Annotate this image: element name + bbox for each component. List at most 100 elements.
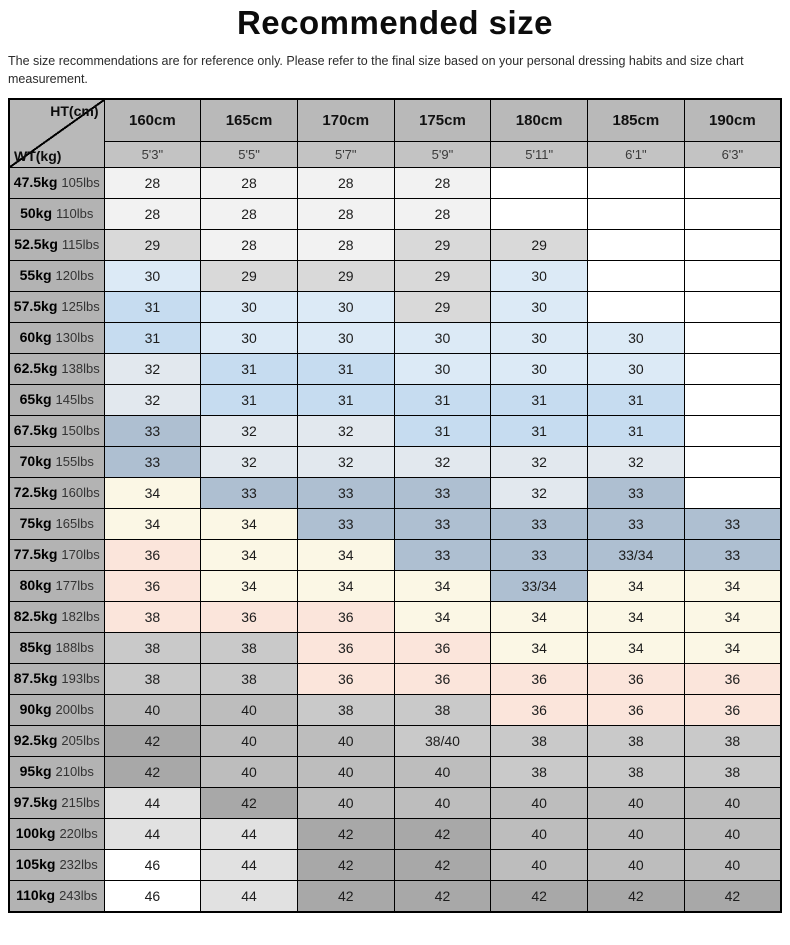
size-cell: 40 (587, 787, 685, 820)
size-cell: 30 (490, 353, 589, 386)
size-cell: 31 (103, 291, 202, 324)
column-header-ft: 6'1" (587, 141, 685, 169)
weight-lbs-label: 160lbs (61, 485, 100, 501)
weight-lbs-label: 150lbs (61, 423, 100, 439)
weight-lbs-label: 145lbs (55, 392, 94, 408)
weight-kg-label: 97.5kg (13, 794, 58, 811)
size-cell: 36 (103, 570, 202, 603)
disclaimer-text: The size recommendations are for referen… (8, 54, 744, 87)
weight-lbs-label: 110lbs (56, 206, 94, 222)
size-cell: 33 (296, 477, 395, 510)
size-cell: 33 (490, 539, 589, 572)
size-cell: 34 (393, 601, 492, 634)
size-cell (587, 198, 685, 231)
size-cell: 38 (296, 694, 395, 727)
weight-lbs-label: 220lbs (59, 826, 98, 842)
size-cell: 36 (296, 632, 395, 665)
size-cell: 30 (490, 260, 589, 293)
size-cell: 29 (490, 229, 589, 262)
size-cell: 28 (103, 198, 202, 231)
weight-row: 95kg 210lbs 42 40 40 40 38 38 38 (8, 756, 782, 789)
row-header-weight: 105kg 232lbs (8, 849, 105, 882)
size-cell (683, 384, 782, 417)
size-cell: 42 (490, 880, 589, 913)
size-cell (683, 477, 782, 510)
size-cell: 34 (296, 570, 395, 603)
size-cell: 31 (103, 322, 202, 355)
size-cell: 38 (683, 756, 782, 789)
weight-lbs-label: 177lbs (55, 578, 94, 594)
row-header-weight: 82.5kg 182lbs (8, 601, 105, 634)
weight-kg-label: 70kg (19, 453, 52, 470)
size-cell: 40 (490, 787, 589, 820)
weight-row: 72.5kg 160lbs 34 33 33 33 32 33 (8, 477, 782, 510)
row-header-weight: 60kg 130lbs (8, 322, 105, 355)
weight-lbs-label: 210lbs (55, 764, 94, 780)
size-cell: 40 (103, 694, 202, 727)
size-cell: 28 (103, 167, 202, 200)
size-cell: 42 (393, 880, 492, 913)
size-cell: 32 (200, 415, 298, 448)
size-cell: 33 (393, 539, 492, 572)
size-cell: 40 (587, 818, 685, 851)
weight-kg-label: 77.5kg (13, 546, 58, 563)
size-cell: 36 (490, 694, 589, 727)
column-header-cm-165: 165cm (200, 98, 298, 143)
size-cell (683, 291, 782, 324)
weight-lbs-label: 188lbs (55, 640, 94, 656)
row-header-weight: 100kg 220lbs (8, 818, 105, 851)
size-cell: 32 (103, 384, 202, 417)
weight-kg-label: 105kg (15, 856, 56, 873)
weight-lbs-label: 170lbs (61, 547, 100, 563)
corner-weight-label: WT(kg) (14, 148, 62, 165)
weight-kg-label: 67.5kg (13, 422, 58, 439)
size-cell: 30 (296, 322, 395, 355)
weight-kg-label: 95kg (19, 763, 52, 780)
weight-kg-label: 90kg (19, 701, 52, 718)
weight-row: 110kg 243lbs 46 44 42 42 42 42 42 (8, 880, 782, 913)
weight-kg-label: 57.5kg (13, 298, 58, 315)
size-cell: 31 (200, 353, 298, 386)
size-cell: 40 (296, 756, 395, 789)
size-cell: 33 (200, 477, 298, 510)
size-cell: 33 (587, 477, 685, 510)
size-cell: 31 (587, 384, 685, 417)
size-cell: 28 (200, 198, 298, 231)
size-cell: 42 (200, 787, 298, 820)
column-header-cm-160: 160cm (103, 98, 202, 143)
weight-kg-label: 87.5kg (13, 670, 58, 687)
size-cell: 36 (200, 601, 298, 634)
size-cell: 33 (393, 477, 492, 510)
size-cell: 32 (200, 446, 298, 479)
size-cell: 38 (200, 663, 298, 696)
size-cell: 36 (683, 663, 782, 696)
size-cell: 36 (296, 663, 395, 696)
column-header-cm-190: 190cm (683, 98, 782, 143)
weight-lbs-label: 115lbs (61, 237, 100, 253)
size-cell: 44 (103, 818, 202, 851)
size-cell: 44 (200, 880, 298, 913)
row-header-weight: 90kg 200lbs (8, 694, 105, 727)
weight-kg-label: 75kg (19, 515, 52, 532)
weight-row: 50kg 110lbs 28 28 28 28 (8, 198, 782, 231)
size-cell: 30 (587, 353, 685, 386)
size-cell: 34 (683, 601, 782, 634)
size-cell: 34 (490, 632, 589, 665)
size-cell: 31 (393, 384, 492, 417)
column-header-cm-185: 185cm (587, 98, 685, 143)
column-header-ft: 5'9" (393, 141, 492, 169)
size-cell (683, 353, 782, 386)
weight-lbs-label: 125lbs (61, 299, 100, 315)
weight-row: 90kg 200lbs 40 40 38 38 36 36 36 (8, 694, 782, 727)
weight-row: 70kg 155lbs 33 32 32 32 32 32 (8, 446, 782, 479)
size-cell: 42 (393, 818, 492, 851)
weight-row: 75kg 165lbs 34 34 33 33 33 33 33 (8, 508, 782, 541)
weight-row: 47.5kg 105lbs 28 28 28 28 (8, 167, 782, 200)
size-cell: 33/34 (587, 539, 685, 572)
size-cell: 38 (587, 725, 685, 758)
row-header-weight: 110kg 243lbs (8, 880, 105, 913)
size-cell: 33 (393, 508, 492, 541)
weight-row: 60kg 130lbs 31 30 30 30 30 30 (8, 322, 782, 355)
size-cell: 29 (393, 260, 492, 293)
weight-kg-label: 100kg (15, 825, 56, 842)
